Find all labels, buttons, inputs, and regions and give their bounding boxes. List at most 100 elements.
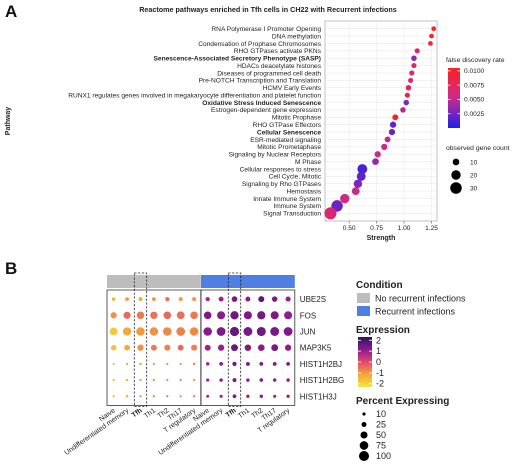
dotplot-dots	[109, 296, 293, 399]
expression-dot	[243, 327, 253, 336]
pathway-point	[388, 128, 396, 136]
expression-dot	[125, 362, 129, 366]
gene-count-legend-dot	[452, 158, 460, 166]
panel-b-letter: B	[5, 259, 17, 278]
expression-dot	[203, 311, 212, 320]
expression-dot	[139, 362, 142, 366]
x-tick-label: 1.25	[425, 225, 438, 232]
panel-a-plot-area	[324, 20, 438, 222]
pathway-point	[357, 164, 368, 174]
expression-dot	[270, 327, 280, 336]
pathway-point	[340, 193, 350, 204]
fdr-tick-label: 0.0100	[464, 68, 485, 75]
panel-a-plot-frame	[324, 20, 438, 222]
expression-dot	[205, 362, 210, 366]
gene-count-legend-label: 20	[470, 172, 478, 179]
pathway-label: RNA Polymerase I Promoter Opening	[211, 26, 321, 33]
expression-dot	[231, 344, 238, 352]
expression-dot	[284, 344, 292, 351]
pathway-point	[404, 92, 410, 98]
expression-tick-label: -1	[376, 368, 384, 378]
expression-dot	[219, 394, 223, 398]
percent-legend-label: 25	[376, 420, 386, 430]
expression-color-bar	[358, 337, 372, 387]
percent-legend-dot	[362, 412, 366, 416]
expression-dot	[110, 344, 117, 351]
expression-dot	[286, 362, 290, 366]
expression-dot	[166, 395, 169, 398]
fdr-legend-title: false discovery rate	[446, 57, 505, 64]
condition-legend-swatch	[357, 293, 370, 303]
expression-dot	[150, 344, 157, 351]
pathway-label: Condensation of Prophase Chromosomes	[198, 41, 321, 48]
pathway-point	[403, 99, 410, 106]
expression-dot	[217, 344, 225, 351]
expression-dot	[257, 311, 266, 320]
panel-a-title: Reactome pathways enriched in Tfh cells …	[139, 5, 397, 14]
expression-dot	[192, 395, 196, 398]
expression-dot	[139, 395, 142, 398]
pathway-point	[381, 143, 388, 150]
expression-dot	[245, 296, 251, 302]
expression-dot	[271, 296, 278, 302]
expression-dot	[286, 394, 290, 398]
panel-a-points	[324, 26, 437, 220]
condition-legend-label: Recurrent infections	[375, 307, 456, 317]
expression-tick-label: 0	[376, 357, 381, 367]
expression-dot	[232, 394, 237, 399]
fdr-tick-label: 0.0075	[464, 82, 485, 89]
expression-dot	[112, 395, 115, 398]
percent-legend-title: Percent Expressing	[356, 396, 449, 407]
gene-count-legend-items: 10 20 30	[450, 158, 478, 194]
expression-dot	[178, 297, 183, 302]
gene-count-legend-label: 10	[470, 159, 478, 166]
pathway-label: RHO GTPases activate PKNs	[234, 48, 322, 55]
pathway-point	[372, 158, 379, 165]
percent-legend-dot	[359, 451, 369, 461]
expression-dot	[271, 344, 279, 352]
expression-dot	[179, 378, 182, 382]
percent-legend-label: 50	[376, 430, 386, 440]
expression-dot	[190, 311, 198, 320]
pathway-label: ESR-mediated signaling	[250, 137, 321, 144]
expression-dot	[139, 378, 142, 382]
panel-a-x-ticks: 0.50 0.75 1.00 1.25	[343, 221, 438, 232]
expression-dot	[283, 327, 293, 336]
fdr-tick-label: 0.0025	[464, 111, 485, 118]
pathway-point	[429, 33, 434, 39]
expression-dot	[246, 394, 250, 398]
fdr-color-bar	[448, 68, 460, 128]
condition-legend-swatch	[357, 306, 370, 316]
gene-labels: UBE2S FOS JUN MAP3K5 HIST1H2BJ HIST1H2BG HIST1…	[300, 295, 344, 401]
pathway-point	[374, 151, 381, 158]
cell-type-label: Tfh	[131, 407, 144, 419]
expression-dot	[285, 296, 291, 302]
expression-dot	[245, 361, 250, 366]
cell-type-label: Th1	[237, 407, 251, 420]
pathway-point	[414, 48, 420, 54]
tfh-highlight-box	[227, 272, 242, 407]
expression-dot	[192, 378, 196, 382]
pathway-label: Signaling by Nuclear Receptors	[229, 152, 322, 159]
expression-dot	[272, 378, 277, 382]
pathway-label: Pre-NOTCH Transcription and Translation	[199, 78, 322, 85]
expression-tick-label: -2	[376, 379, 384, 389]
expression-dot	[284, 311, 293, 320]
pathway-label: Cellular responses to stress	[240, 166, 322, 173]
expression-dot	[179, 395, 182, 398]
pathway-label: Estrogen-dependent gene expression	[211, 107, 321, 114]
fdr-legend: false discovery rate 0.01000.00750.00500…	[446, 57, 505, 128]
expression-dot	[109, 327, 118, 336]
pathway-label: Hemostasis	[287, 188, 322, 195]
expression-dot	[219, 362, 223, 366]
expression-dot	[258, 296, 265, 303]
expression-dot	[244, 344, 252, 351]
pathway-point	[400, 107, 406, 113]
expression-dot	[219, 378, 223, 382]
percent-legend-label: 75	[376, 441, 386, 451]
pathway-label: RHO GTPase Effectors	[253, 122, 322, 129]
expression-dot	[232, 361, 237, 367]
pathway-point	[409, 70, 415, 76]
pathway-label: Oxidative Stress Induced Senescence	[202, 100, 321, 107]
